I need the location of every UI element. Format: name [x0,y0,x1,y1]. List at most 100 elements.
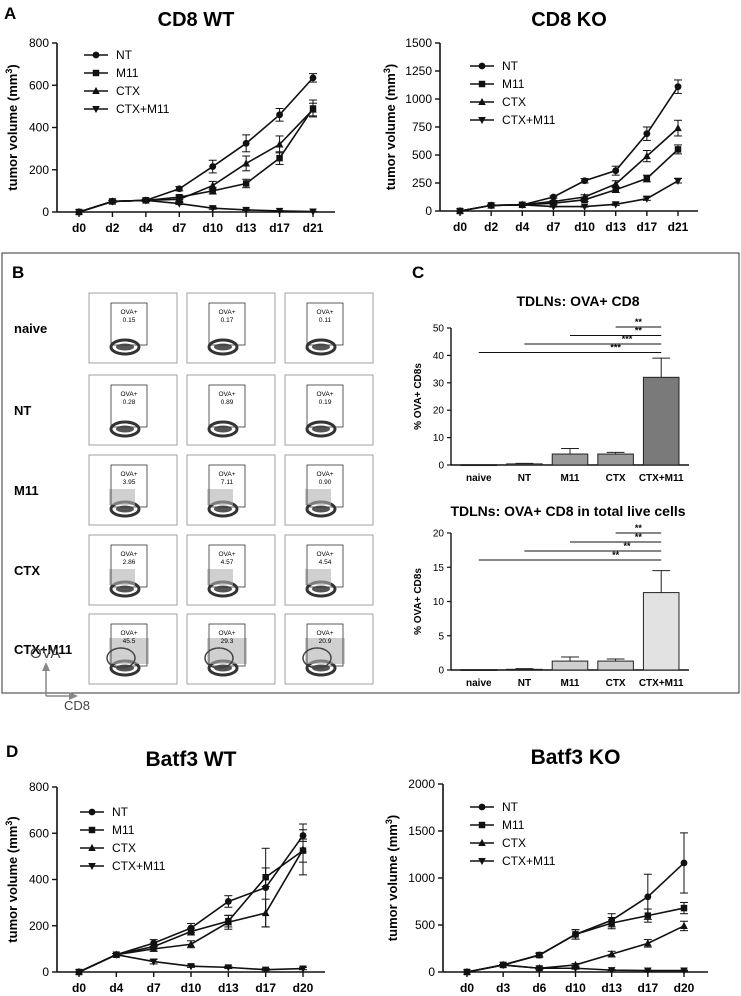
cell-population [207,420,239,438]
data-point [644,912,652,919]
significance-mark: ** [612,550,620,560]
y-tick-label: 0 [428,965,435,979]
y-tick-label: 40 [433,351,445,362]
data-point [242,139,250,147]
cd8-arrow-head [69,692,78,700]
flow-plot: OVA+20.9 [284,613,374,685]
data-point [275,207,284,216]
y-tick-label: 50 [433,324,445,335]
x-tick-label: naive [466,473,492,484]
y-tick-label: 400 [29,873,49,887]
y-axis-label-close: ) [383,64,398,68]
cell-population-core [312,585,330,593]
legend-label: NT [502,800,519,814]
legend-label: CTX [502,836,526,850]
bar [642,592,680,671]
data-point [644,893,652,901]
ova-positive-events [207,489,233,505]
data-point [299,845,307,853]
data-point [224,898,232,905]
y-axis-label-close: ) [5,64,20,68]
flow-row-label: NT [14,403,31,418]
x-tick-label: d0 [72,221,86,235]
data-point [208,181,217,189]
data-point [175,200,184,208]
flow-plot: OVA+0.28 [88,374,178,446]
flow-plot: OVA+0.17 [186,292,276,364]
significance-mark: ** [635,523,643,533]
bar [597,453,634,466]
gate-name: OVA+ [120,391,137,398]
y-tick-label: 15 [433,563,445,574]
significance-mark: ** [635,317,643,327]
significance-mark: *** [622,334,633,344]
data-point [275,140,284,148]
legend-label: CTX+M11 [112,859,166,873]
legend-label: CTX [116,84,140,98]
data-point [499,961,507,970]
y-tick-label: 200 [29,919,49,933]
ova-gate [110,464,148,508]
data-point [299,965,307,973]
cell-population-core [214,425,232,433]
cell-population-core [116,505,134,513]
flow-plot: OVA+0.89 [186,374,276,446]
gate-name: OVA+ [316,391,333,398]
chart-title: TDLNs: OVA+ CD8 [516,293,639,309]
panel-label-a: A [4,4,16,23]
x-tick-label: d4 [515,220,529,234]
gate-name: OVA+ [120,471,137,478]
data-point [644,939,652,947]
ova-arrow-head [42,662,50,671]
data-point [674,123,682,132]
x-tick-label: d13 [605,220,626,234]
data-point [224,918,233,926]
cell-population [305,420,337,438]
bar [460,464,498,467]
y-tick-label: 500 [412,148,432,162]
data-point [149,944,158,952]
superscript-three: 3 [384,819,394,824]
ova-positive-cluster [302,647,332,669]
gate-name: OVA+ [218,309,235,316]
y-tick-label: 0 [42,965,49,979]
y-tick-label: 800 [29,36,49,50]
y-tick-label: 800 [29,780,49,794]
x-tick-label: CTX+M11 [639,678,684,689]
data-point [644,967,652,975]
data-point [242,180,250,187]
ova-positive-events [207,638,247,664]
superscript-three: 3 [4,821,14,826]
ova-gate [208,384,246,428]
y-tick-label: 2000 [408,777,435,791]
series-ctx [75,823,307,976]
cell-population-core [116,343,134,351]
gate-value: 3.95 [123,479,136,486]
y-axis-label: % OVA+ CD8s [413,363,424,430]
data-point [535,965,544,973]
data-point [276,111,283,119]
x-tick-label: d7 [546,220,560,234]
data-point [487,202,495,210]
series-m11 [75,838,307,976]
legend-label: M11 [502,818,525,832]
x-tick-label: d17 [637,220,658,234]
ova-gate [306,464,344,508]
panel-label-b: B [12,263,24,282]
flow-plot: OVA+3.95 [88,454,178,526]
legend-marker [92,51,100,59]
panel-label-d: D [6,742,18,761]
data-point [262,884,270,892]
cell-population-core [116,425,134,433]
legend-marker [478,80,486,88]
x-tick-label: naive [466,678,492,689]
gate-value: 29.3 [221,638,234,645]
legend-marker [478,97,486,106]
chart-tdln-ova-cd8: TDLNs: OVA+ CD8 0 10 20 30 40 50 % OVA+ CD8s nai… [413,293,689,484]
data-point [149,958,158,966]
chart-title: CD8 KO [531,9,607,31]
y-tick-label: 5 [438,631,444,642]
y-tick-label: 0 [438,666,444,677]
data-point [142,197,150,205]
x-tick-label: d21 [303,221,324,235]
